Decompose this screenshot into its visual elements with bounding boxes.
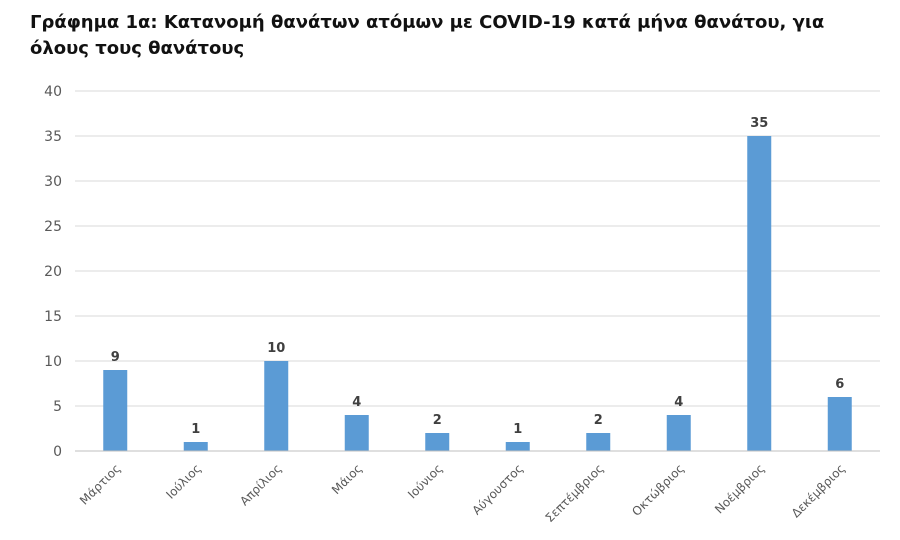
x-tick-label: Αύγουστος — [469, 461, 525, 517]
y-tick-label: 5 — [53, 399, 62, 415]
bars — [103, 136, 852, 451]
data-labels: 9 1 10 4 2 1 2 4 35 6 — [111, 116, 845, 437]
x-tick-label: Οκτώβριος — [629, 461, 687, 519]
data-label: 2 — [433, 413, 442, 428]
y-tick-label: 25 — [44, 219, 62, 235]
bar — [264, 361, 289, 451]
chart-title: Γράφημα 1α: Κατανομή θανάτων ατόμων με C… — [30, 12, 825, 59]
x-tick-label: Σεπτέμβριος — [542, 461, 606, 525]
y-tick-label: 35 — [44, 129, 62, 145]
data-label: 4 — [352, 395, 361, 410]
data-label: 2 — [594, 413, 603, 428]
data-label: 4 — [674, 395, 683, 410]
x-tick-label: Ιούνιος — [405, 461, 445, 501]
bar — [747, 136, 772, 451]
gridlines — [75, 90, 880, 407]
y-tick-label: 15 — [44, 309, 62, 325]
x-tick-label: Δεκέμβριος — [789, 461, 848, 520]
y-tick-label: 40 — [44, 84, 62, 100]
bar — [344, 415, 369, 451]
data-label: 1 — [191, 422, 200, 437]
x-tick-label: Ιούλιος — [163, 461, 204, 502]
bar — [666, 415, 691, 451]
data-label: 10 — [267, 341, 285, 356]
bar — [586, 433, 611, 451]
x-tick-label: Απρίλιος — [237, 461, 284, 508]
data-label: 9 — [111, 350, 120, 365]
bar — [183, 442, 208, 451]
bar — [505, 442, 530, 451]
data-label: 35 — [750, 116, 768, 131]
x-tick-label: Μάρτιος — [77, 461, 123, 507]
y-tick-label: 20 — [44, 264, 62, 280]
x-tick-label: Νοέμβριος — [712, 461, 767, 516]
data-label: 1 — [513, 422, 522, 437]
bar — [425, 433, 450, 451]
x-tick-label: Μάιος — [329, 461, 365, 497]
y-tick-label: 10 — [44, 354, 62, 370]
bar — [827, 397, 852, 451]
bar — [103, 370, 128, 451]
y-tick-label: 0 — [53, 444, 62, 460]
y-tick-label: 30 — [44, 174, 62, 190]
data-label: 6 — [835, 377, 844, 392]
